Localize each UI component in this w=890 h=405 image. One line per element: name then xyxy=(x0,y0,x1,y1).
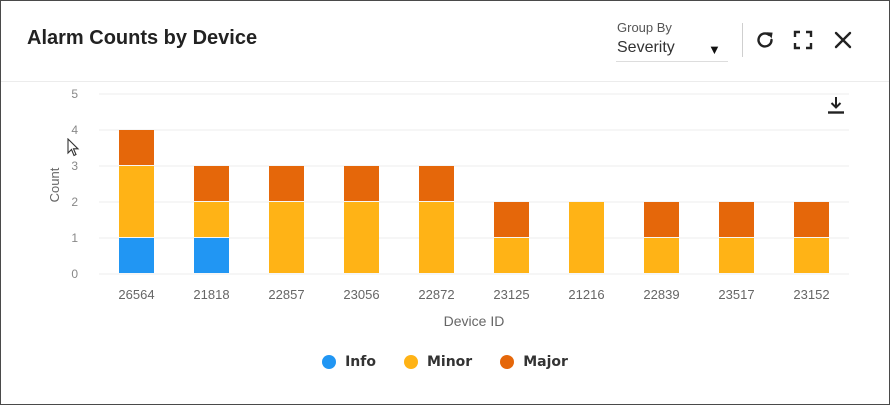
x-tick-label: 23056 xyxy=(343,287,379,302)
x-tick-label: 23517 xyxy=(718,287,754,302)
fullscreen-button[interactable] xyxy=(791,27,815,53)
bar-info-21818[interactable] xyxy=(194,238,229,273)
legend-item-info[interactable]: Info xyxy=(322,354,376,370)
x-axis-ticks: 26564 21818 22857 23056 22872 23125 21216 22839… xyxy=(118,287,829,302)
close-icon xyxy=(834,31,852,49)
stacked-bar-chart: 0 1 2 3 4 5 26564 21818 22857 23056 22872 23125 212… xyxy=(47,87,849,329)
mouse-pointer-icon xyxy=(67,137,81,163)
y-tick-label: 3 xyxy=(71,159,78,173)
bar-minor-23125[interactable] xyxy=(494,238,529,273)
bar-major-23125[interactable] xyxy=(494,202,529,237)
legend-dot-info xyxy=(322,355,337,369)
x-axis-title: Device ID xyxy=(444,313,505,329)
legend-label-info: Info xyxy=(345,354,376,370)
group-by-underline xyxy=(616,61,728,62)
x-tick-label: 22857 xyxy=(268,287,304,302)
caret-down-icon: ▼ xyxy=(708,42,721,57)
bar-major-22839[interactable] xyxy=(644,202,679,237)
legend-label-major: Major xyxy=(523,354,568,370)
group-by-label: Group By xyxy=(617,20,672,35)
x-tick-label: 23125 xyxy=(493,287,529,302)
group-by-value: Severity xyxy=(617,39,675,56)
bar-major-23056[interactable] xyxy=(344,166,379,201)
bar-major-23517[interactable] xyxy=(719,202,754,237)
x-tick-label: 21216 xyxy=(568,287,604,302)
bar-series xyxy=(119,130,829,273)
y-tick-label: 2 xyxy=(71,195,78,209)
legend-label-minor: Minor xyxy=(426,354,473,370)
bar-major-21818[interactable] xyxy=(194,166,229,201)
x-tick-label: 26564 xyxy=(118,287,154,302)
bar-major-23152[interactable] xyxy=(794,202,829,237)
y-axis-title: Count xyxy=(47,167,62,202)
refresh-icon xyxy=(757,32,773,48)
bar-major-22872[interactable] xyxy=(419,166,454,201)
bar-minor-22872[interactable] xyxy=(419,202,454,273)
chart-legend: Info Minor Major xyxy=(1,349,889,375)
y-tick-label: 4 xyxy=(71,123,78,137)
bar-minor-22839[interactable] xyxy=(644,238,679,273)
fullscreen-icon xyxy=(793,30,813,50)
refresh-button[interactable] xyxy=(753,27,777,53)
bar-minor-21216[interactable] xyxy=(569,202,604,273)
legend-dot-minor xyxy=(403,355,418,369)
y-axis-ticks: 0 1 2 3 4 5 xyxy=(71,87,78,281)
download-icon xyxy=(828,97,844,114)
bar-minor-26564[interactable] xyxy=(119,166,154,237)
panel-title: Alarm Counts by Device xyxy=(27,27,258,49)
bar-minor-23056[interactable] xyxy=(344,202,379,273)
bar-minor-22857[interactable] xyxy=(269,202,304,273)
close-button[interactable] xyxy=(831,27,855,53)
x-tick-label: 22839 xyxy=(643,287,679,302)
legend-item-major[interactable]: Major xyxy=(500,354,568,370)
bar-major-26564[interactable] xyxy=(119,130,154,165)
y-tick-label: 5 xyxy=(71,87,78,101)
legend-dot-major xyxy=(500,355,515,369)
y-tick-label: 1 xyxy=(71,231,78,245)
x-tick-label: 22872 xyxy=(418,287,454,302)
y-tick-label: 0 xyxy=(71,267,78,281)
bar-minor-23152[interactable] xyxy=(794,238,829,273)
x-tick-label: 21818 xyxy=(193,287,229,302)
legend-item-minor[interactable]: Minor xyxy=(403,354,473,370)
bar-major-22857[interactable] xyxy=(269,166,304,201)
bar-info-26564[interactable] xyxy=(119,238,154,273)
x-tick-label: 23152 xyxy=(793,287,829,302)
bar-minor-23517[interactable] xyxy=(719,238,754,273)
download-button[interactable] xyxy=(824,93,848,117)
bar-minor-21818[interactable] xyxy=(194,202,229,237)
group-by-select[interactable]: Group By Severity ▼ xyxy=(616,20,728,62)
panel-header: Alarm Counts by Device Group By Severity… xyxy=(1,1,889,82)
header-divider xyxy=(742,23,743,57)
